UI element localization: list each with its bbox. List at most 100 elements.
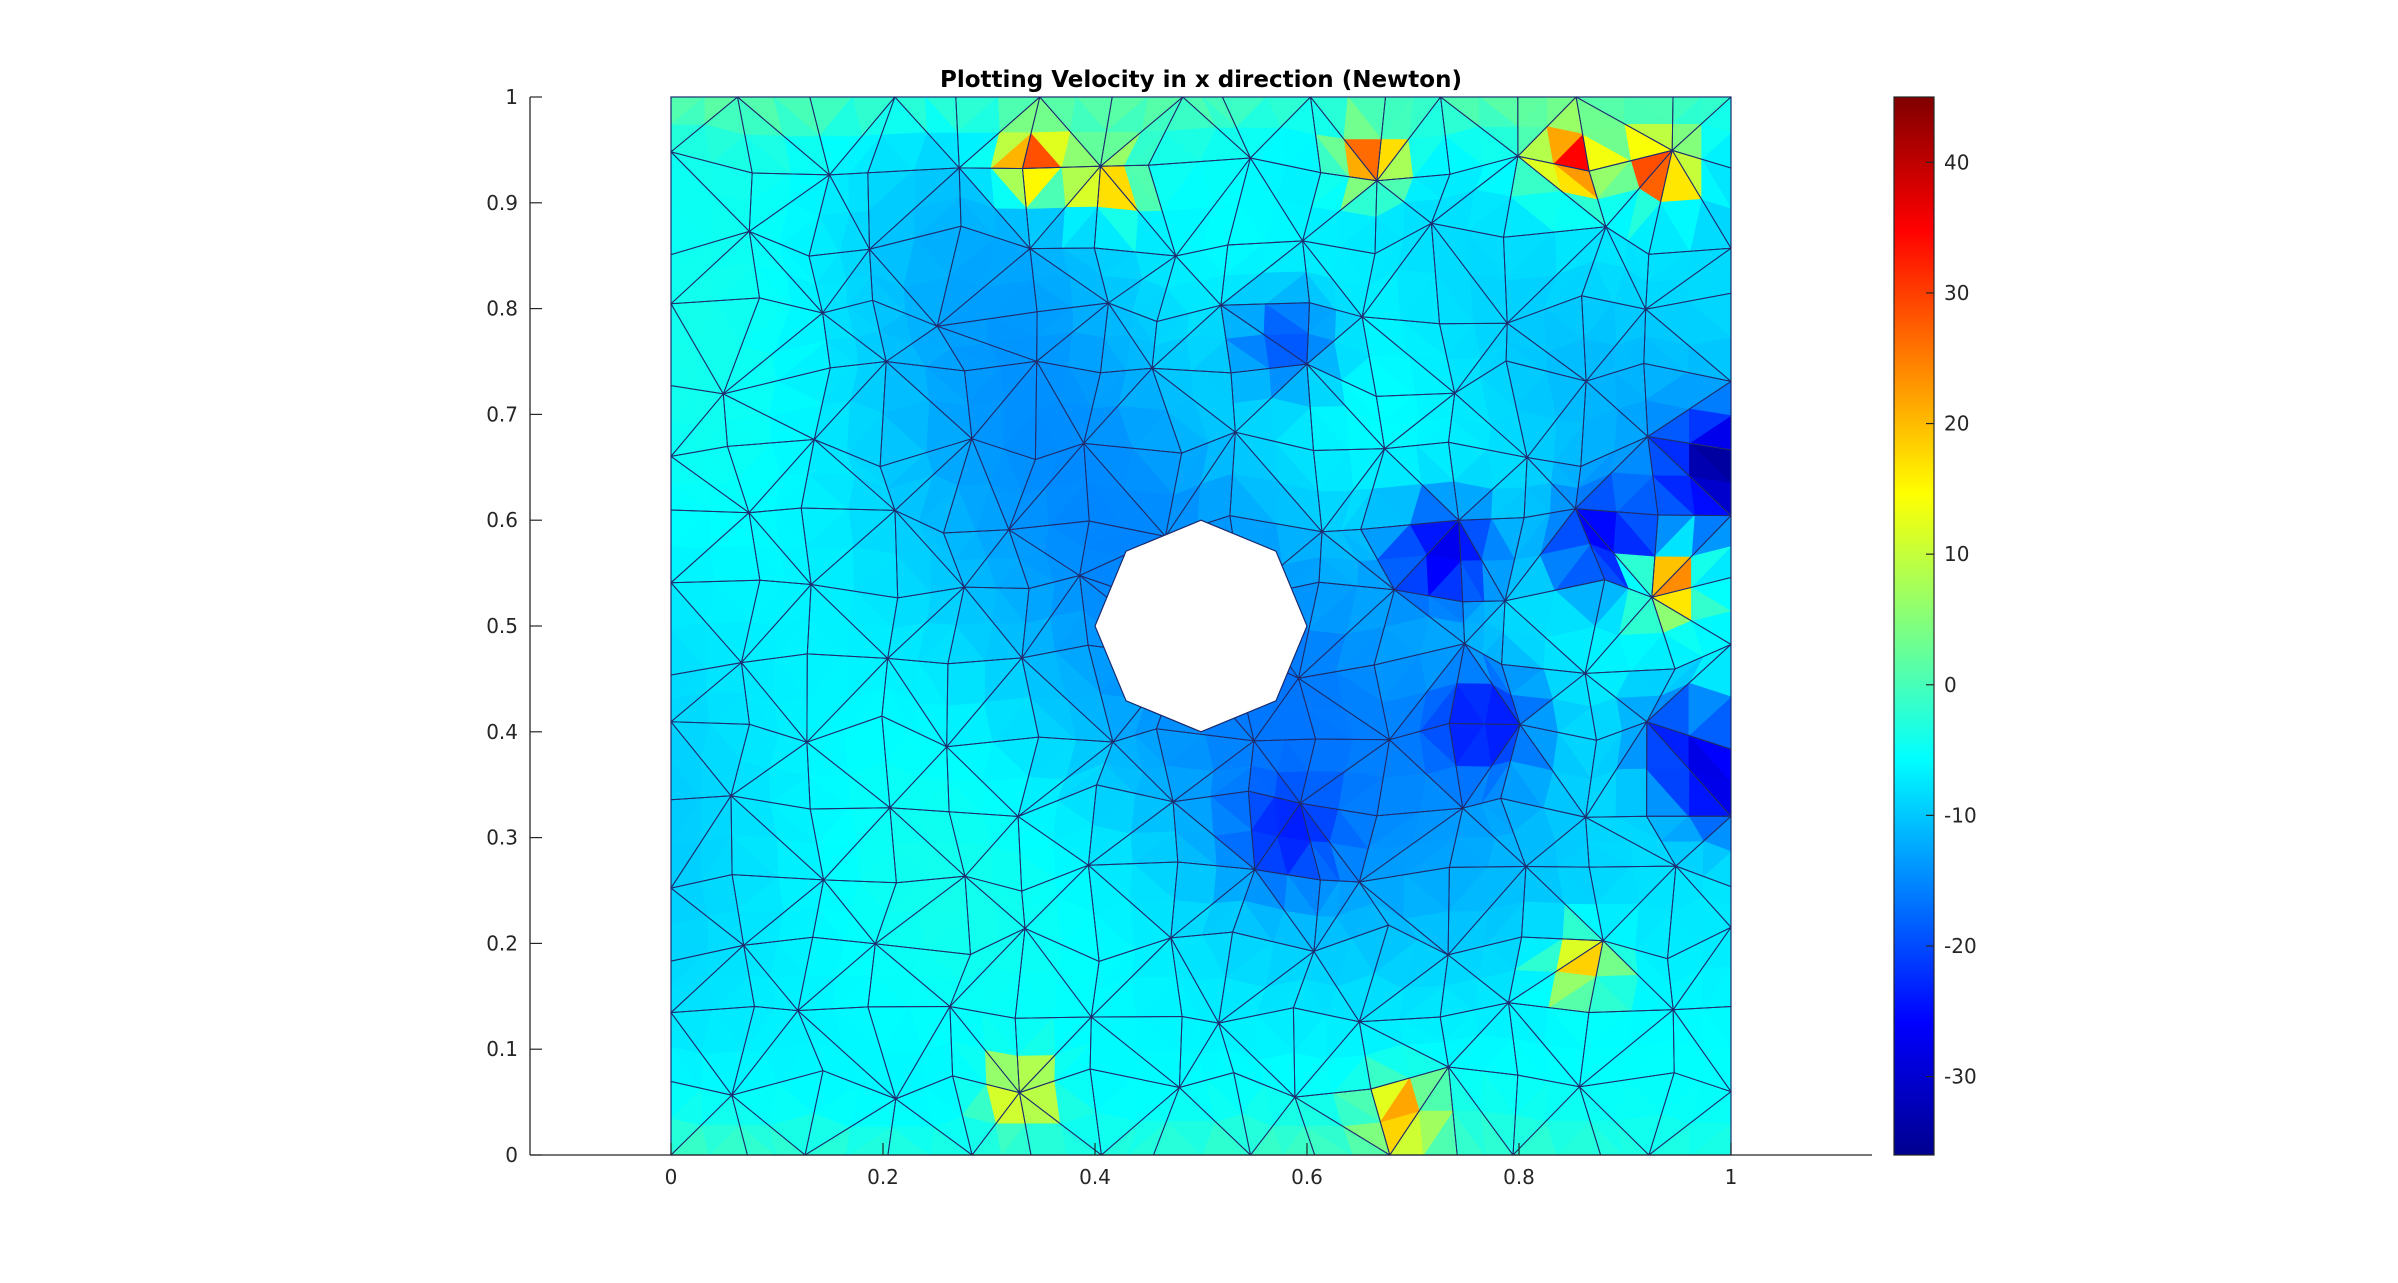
mesh-cell-fill (1085, 481, 1128, 530)
mesh-cell-fill (1625, 240, 1648, 283)
mesh-cell-fill (1379, 1077, 1420, 1123)
y-tick-label: 1 (505, 85, 518, 109)
mesh-triangle (1099, 97, 1184, 168)
mesh-cell-fill (770, 940, 806, 979)
mesh-cell-fill (1479, 376, 1518, 426)
mesh-cell-fill (1336, 902, 1375, 939)
mesh-cell-fill (1250, 765, 1278, 798)
mesh-cell-fill (1634, 903, 1673, 951)
mesh-cell-fill (724, 416, 772, 444)
mesh-cell-fill (986, 558, 1020, 589)
mesh-cell-fill (870, 274, 906, 315)
mesh-cell-fill (777, 908, 820, 943)
mesh-cell-fill (1509, 191, 1563, 233)
x-tick-label: 0 (665, 1165, 678, 1189)
mesh-cell-fill (753, 546, 786, 584)
mesh-cell-fill (1478, 97, 1519, 127)
mesh-cell-fill (1024, 1123, 1067, 1155)
mesh-cell-fill (1691, 586, 1731, 622)
mesh-cell-fill (1293, 1014, 1328, 1060)
mesh-cell-fill (696, 300, 742, 350)
mesh-cell-fill (671, 1046, 702, 1090)
mesh-cell-fill (1019, 972, 1059, 1019)
mesh-cell-fill (671, 242, 711, 280)
mesh-cell-fill (1317, 448, 1354, 492)
mesh-cell-fill (1455, 836, 1495, 868)
mesh-cell-fill (1509, 760, 1554, 809)
mesh-cell-fill (1379, 394, 1420, 423)
mesh-cell-fill (1408, 135, 1446, 179)
mesh-cell-fill (1688, 734, 1731, 784)
mesh-cell-fill (848, 134, 883, 174)
mesh-cell-fill (671, 510, 711, 549)
x-tick-label: 0.6 (1291, 1165, 1323, 1189)
mesh-cell-fill (1522, 901, 1565, 940)
mesh-cell-fill (1646, 250, 1691, 283)
mesh-cell-fill (774, 473, 809, 512)
mesh-cell-fill (1491, 487, 1527, 520)
mesh-cell-fill (1255, 1014, 1295, 1061)
mesh-cell-fill (1129, 311, 1156, 346)
mesh-cell-fill (911, 343, 952, 367)
mesh-cell-fill (1618, 632, 1665, 672)
mesh-cell-fill (1127, 1120, 1168, 1155)
mesh-cell-fill (774, 618, 810, 660)
mesh-cell-fill (993, 882, 1024, 910)
mesh-cell-fill (1025, 166, 1066, 209)
mesh-cell-fill (1061, 206, 1099, 250)
mesh-cell-fill (1100, 251, 1143, 280)
mesh-cell-fill (1383, 616, 1430, 655)
mesh-cell-fill (1124, 447, 1175, 496)
mesh-cell-fill (742, 1008, 777, 1054)
mesh-cell-fill (916, 660, 948, 706)
mesh-cell-fill (671, 668, 707, 699)
mesh-cell-fill (1241, 1084, 1274, 1127)
mesh-cell-fill (810, 1040, 860, 1086)
mesh-cell-fill (1516, 370, 1557, 420)
mesh-cell-fill (1400, 319, 1449, 359)
mesh-cell-fill (1316, 880, 1341, 918)
mesh-cell-fill (1198, 249, 1225, 281)
mesh-cell-fill (1627, 188, 1661, 241)
mesh-cell-fill (1191, 369, 1235, 403)
mesh-cell-fill (1035, 306, 1074, 337)
mesh-cell-fill (1054, 1042, 1091, 1082)
mesh-cell-fill (737, 876, 784, 913)
colorbar-ticks: -30 -20 -10 0 10 20 30 40 (1926, 150, 1977, 1089)
mesh-triangle (671, 97, 739, 153)
mesh-cell-fill (890, 1126, 935, 1155)
mesh-cell-fill (1589, 543, 1629, 589)
mesh-cell-fill (1309, 841, 1341, 882)
mesh-cell-fill (1027, 738, 1077, 780)
mesh-cell-fill (1577, 450, 1615, 488)
mesh-cell-fill (706, 975, 750, 1011)
mesh-cell-fill (1210, 795, 1253, 836)
mesh-triangle (1221, 97, 1312, 159)
mesh-cell-fill (1689, 442, 1731, 484)
mesh-cell-fill (1231, 473, 1280, 525)
mesh-cell-fill (1382, 773, 1427, 813)
mesh-cell-fill (744, 692, 779, 735)
mesh-cell-fill (1512, 1038, 1550, 1082)
mesh-cell-fill (1225, 1047, 1265, 1086)
mesh-cell-fill (925, 365, 970, 406)
mesh-cell-fill (1018, 552, 1055, 583)
mesh-triangle (1671, 97, 1731, 152)
mesh-cell-fill (807, 774, 851, 809)
mesh-cell-fill (1251, 796, 1278, 837)
mesh-cell-fill (1336, 937, 1375, 988)
x-tick-label: 0.4 (1079, 1165, 1111, 1189)
mesh-cell-fill (967, 365, 1005, 406)
x-ticks: 0 0.2 0.4 0.6 0.8 1 (665, 1143, 1737, 1189)
mesh-cell-fill (821, 363, 859, 405)
mesh-cell-fill (778, 243, 817, 285)
mesh-cell-fill (1590, 697, 1623, 732)
mesh-cell-fill (1135, 1016, 1182, 1053)
colorbar-tick-label: -10 (1944, 803, 1977, 827)
mesh-cell-fill (1338, 771, 1384, 811)
mesh-cell-fill (1166, 399, 1210, 444)
mesh-cell-fill (1478, 1034, 1514, 1072)
mesh-cell-fill (1161, 160, 1214, 211)
mesh-cell-fill (817, 908, 850, 942)
mesh-cell-fill (967, 901, 999, 943)
